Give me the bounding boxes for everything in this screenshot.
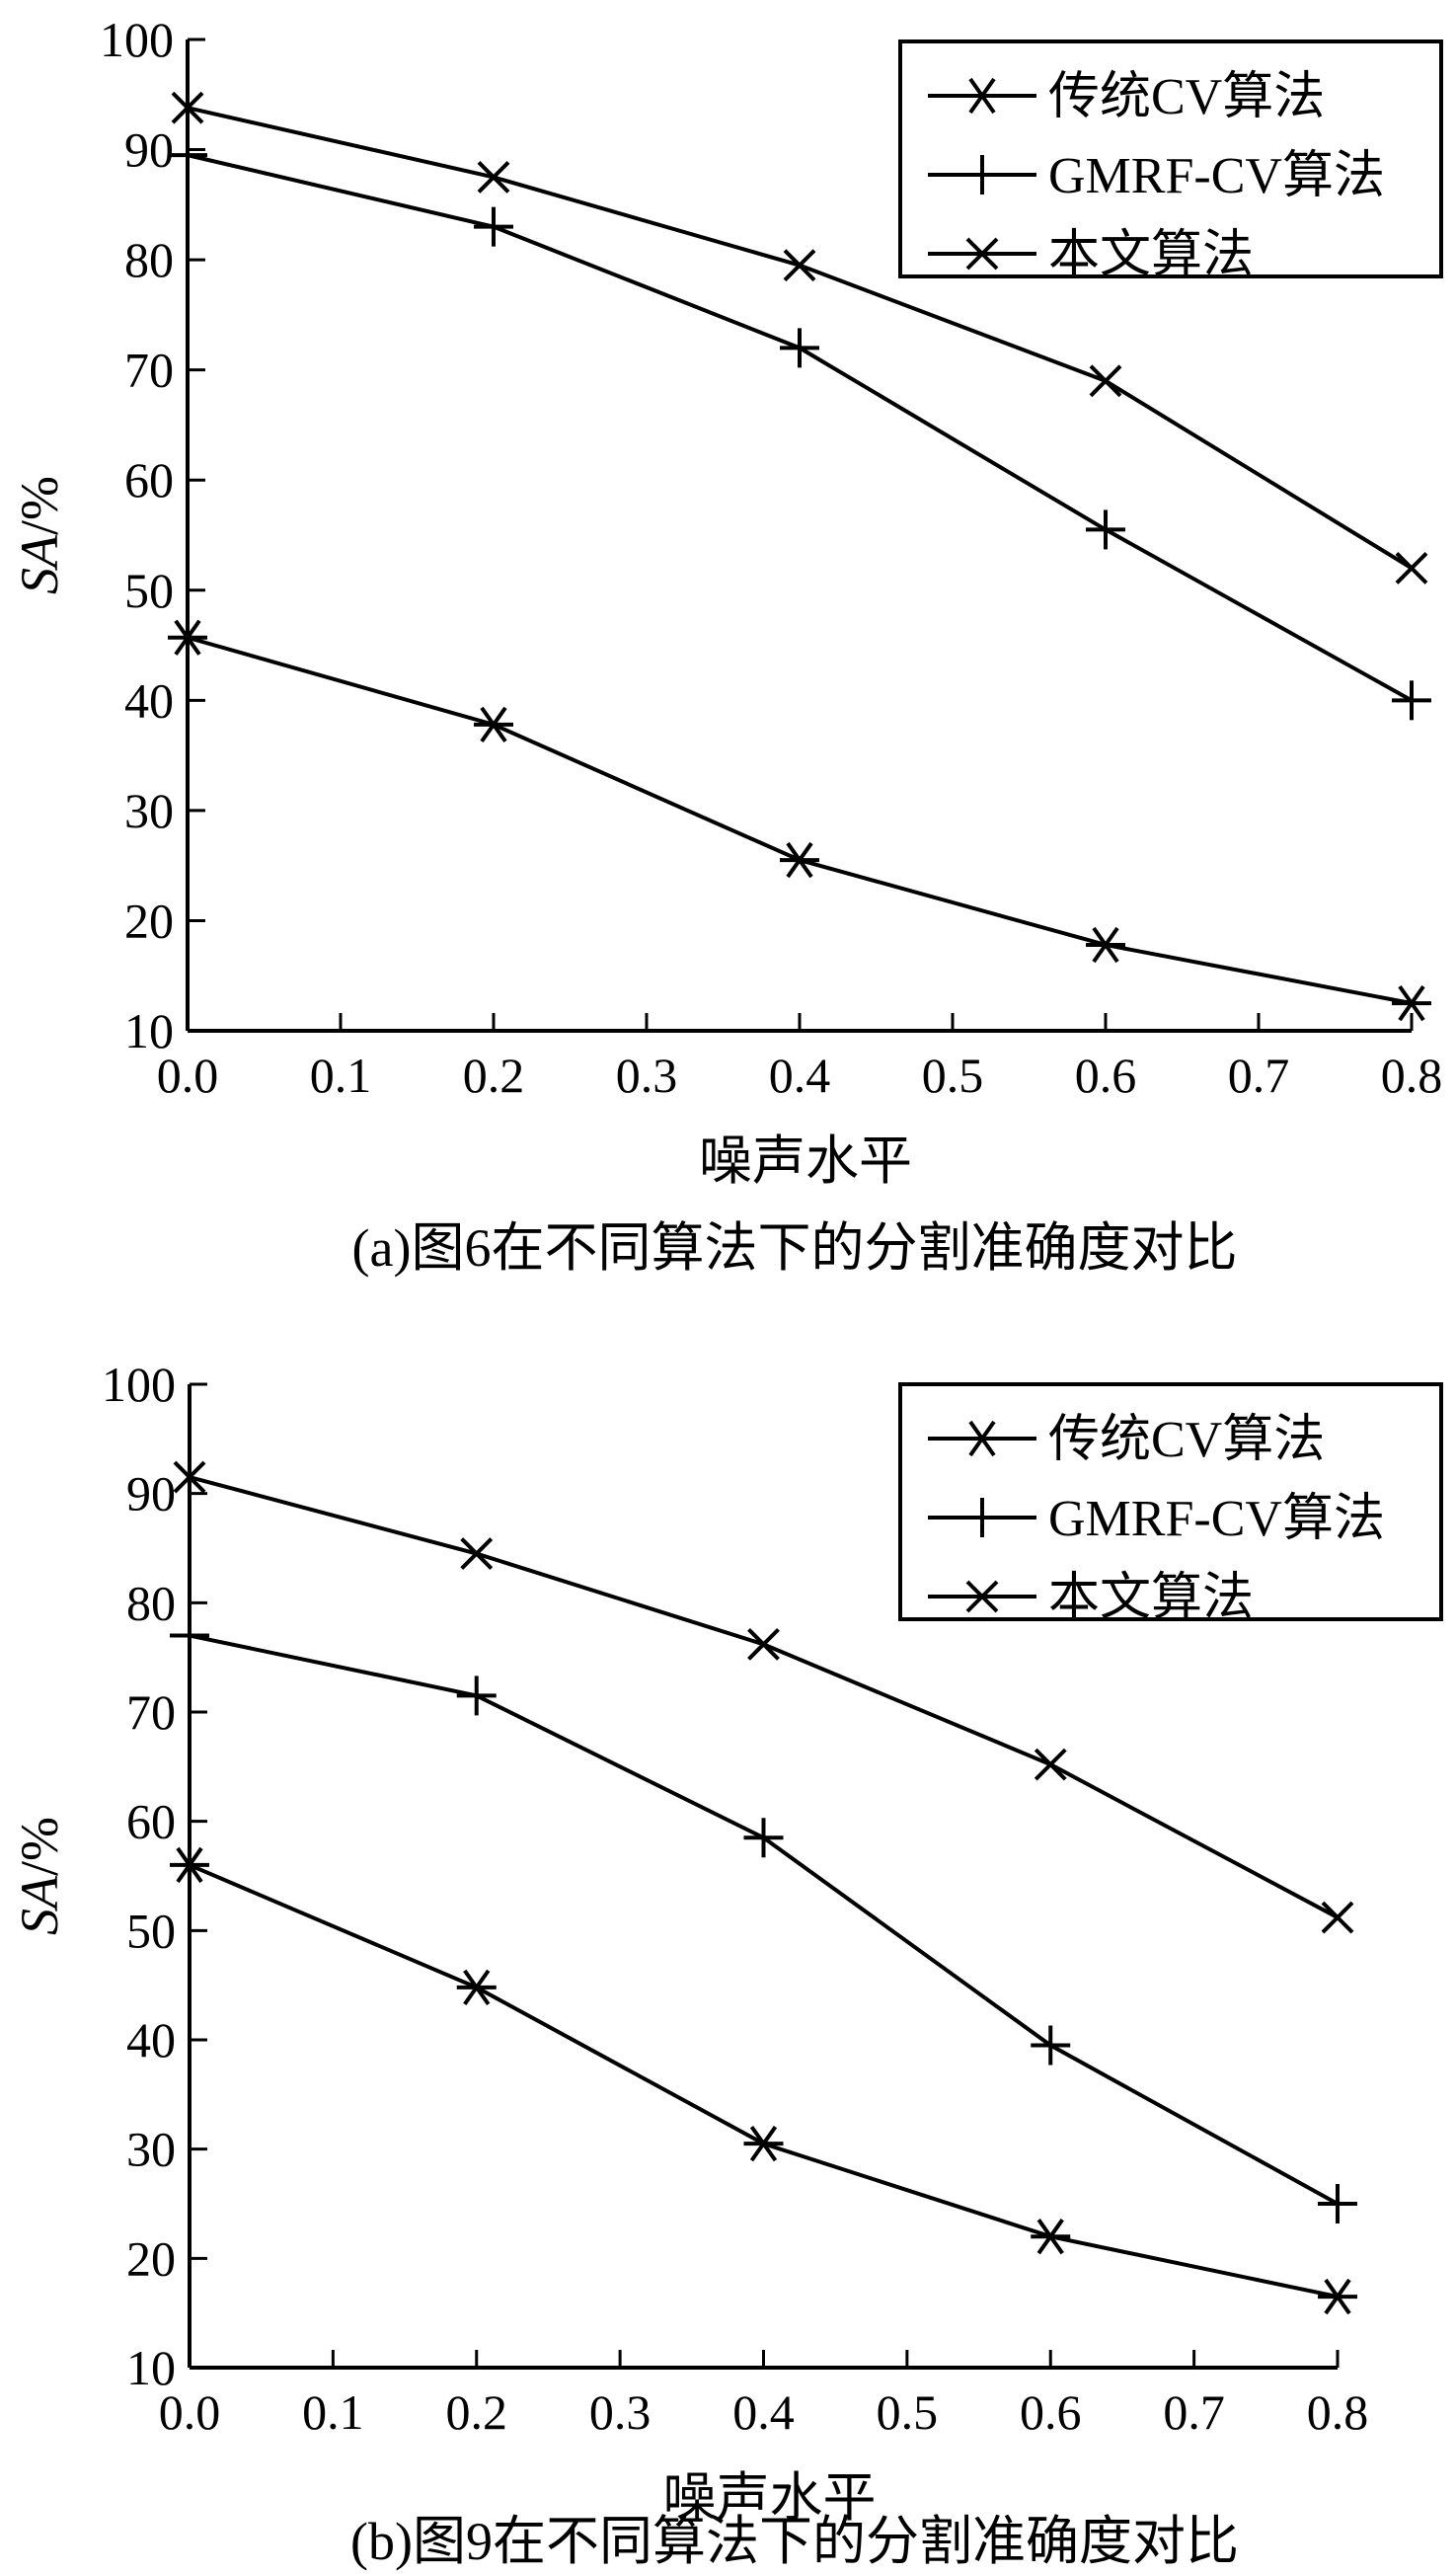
y-tick-label: 70 xyxy=(124,343,174,398)
line-chart-b: 10 20 30 40 50 60 70 80 90 100 0.0 0.1 0.2 0.3 0.4 0.5 0… xyxy=(10,1357,1443,2571)
x-tick-label: 0.5 xyxy=(922,1048,984,1103)
y-tick-label: 50 xyxy=(126,1903,176,1958)
x-tick-label: 0.0 xyxy=(159,2384,221,2440)
legend-label: GMRF-CV算法 xyxy=(1048,1491,1385,1547)
y-tick-label: 60 xyxy=(124,452,174,507)
line-chart-a: 10 20 30 40 50 60 70 80 90 100 0.0 0.1 0.2 0.3 0.4 0.5 0… xyxy=(10,12,1443,1278)
x-tick-label: 0.7 xyxy=(1163,2384,1225,2440)
data-point-plus xyxy=(1031,2025,1071,2066)
data-point-cross xyxy=(171,91,204,124)
legend-marker-asterisk xyxy=(962,1420,1002,1457)
y-tick-label: 80 xyxy=(124,232,174,287)
legend-marker-plus xyxy=(962,155,1002,195)
chart-panel-a: 10 20 30 40 50 60 70 80 90 100 0.0 0.1 0.2 0.3 0.4 0.5 0… xyxy=(10,12,1443,1278)
series-line-0 xyxy=(187,635,1413,1006)
legend-label: 本文算法 xyxy=(1048,227,1254,283)
x-tick-label: 0.6 xyxy=(1075,1048,1137,1103)
data-point-plus xyxy=(1392,680,1431,721)
y-tick-label: 30 xyxy=(126,2122,176,2177)
data-point-cross xyxy=(783,249,816,282)
legend-box xyxy=(898,39,1443,278)
data-point-asterisk xyxy=(780,841,819,879)
x-tick-label: 0.1 xyxy=(310,1048,372,1103)
legend-marker-plus xyxy=(962,1498,1002,1537)
data-point-asterisk xyxy=(456,1969,497,2006)
data-point-cross xyxy=(1395,552,1428,585)
data-point-cross xyxy=(747,1627,780,1661)
x-tick-label: 0.3 xyxy=(616,1048,678,1103)
y-axis-title-unit: /% xyxy=(10,476,69,535)
data-point-cross xyxy=(1089,364,1122,398)
legend-label: 传统CV算法 xyxy=(1048,1412,1325,1468)
data-point-asterisk xyxy=(1031,2219,1071,2255)
y-tick-label: 90 xyxy=(126,1466,176,1521)
data-point-plus xyxy=(780,328,819,368)
data-point-asterisk xyxy=(1318,2278,1357,2315)
x-tick-label: 0.4 xyxy=(769,1048,831,1103)
y-tick-label: 100 xyxy=(100,12,174,67)
x-tick-label: 0.8 xyxy=(1381,1048,1443,1103)
y-axis-title: SA/% xyxy=(10,476,69,594)
x-tick-label: 0.5 xyxy=(877,2384,939,2440)
y-tick-label: 20 xyxy=(124,893,174,948)
x-tick-label: 0.6 xyxy=(1020,2384,1082,2440)
data-point-plus xyxy=(1318,2184,1357,2223)
data-point-plus xyxy=(168,135,207,176)
y-tick-label: 10 xyxy=(126,2340,176,2395)
legend-box xyxy=(898,1382,1443,1621)
y-axis-title-italic: SA xyxy=(10,1875,69,1935)
data-point-asterisk xyxy=(1392,984,1431,1022)
data-point-plus xyxy=(743,1818,784,1858)
y-tick-label: 40 xyxy=(124,672,174,728)
legend-label: 传统CV算法 xyxy=(1048,69,1325,125)
y-tick-label: 20 xyxy=(126,2230,176,2286)
series-line-0 xyxy=(189,1863,1339,2300)
data-point-asterisk xyxy=(1086,926,1125,964)
y-tick-label: 90 xyxy=(124,122,174,178)
data-point-plus xyxy=(456,1676,497,1716)
x-tick-label: 0.2 xyxy=(463,1048,525,1103)
data-point-cross xyxy=(173,1460,206,1494)
data-point-cross xyxy=(477,161,510,194)
legend-label: 本文算法 xyxy=(1048,1570,1254,1626)
y-tick-label: 100 xyxy=(102,1357,176,1412)
figure-caption: (a)图6在不同算法下的分割准确度对比 xyxy=(352,1218,1238,1278)
y-tick-label: 30 xyxy=(124,783,174,838)
data-point-cross xyxy=(1321,1901,1354,1934)
y-tick-label: 70 xyxy=(126,1684,176,1740)
y-tick-label: 40 xyxy=(126,2012,176,2067)
y-axis-title-unit: /% xyxy=(10,1817,69,1876)
legend-marker-cross xyxy=(965,237,999,271)
x-tick-label: 0.7 xyxy=(1228,1048,1290,1103)
x-tick-label: 0.0 xyxy=(157,1048,219,1103)
data-point-cross xyxy=(1034,1748,1067,1781)
x-tick-label: 0.3 xyxy=(589,2384,651,2440)
x-tick-label: 0.4 xyxy=(732,2384,795,2440)
series-line-1 xyxy=(189,1633,1339,2206)
data-point-plus xyxy=(170,1615,209,1656)
y-tick-label: 80 xyxy=(126,1575,176,1630)
y-tick-label: 10 xyxy=(124,1003,174,1058)
x-tick-label: 0.2 xyxy=(446,2384,508,2440)
y-axis-title: SA/% xyxy=(10,1817,69,1935)
legend-marker-asterisk xyxy=(962,77,1002,115)
figure-caption: (b)图9在不同算法下的分割准确度对比 xyxy=(350,2512,1239,2571)
data-point-plus xyxy=(474,206,513,247)
data-point-asterisk xyxy=(474,706,513,743)
x-axis-title: 噪声水平 xyxy=(663,2468,877,2528)
y-tick-label: 50 xyxy=(124,563,174,618)
data-point-asterisk xyxy=(170,1846,209,1884)
x-tick-label: 0.8 xyxy=(1307,2384,1369,2440)
x-tick-label: 0.1 xyxy=(302,2384,364,2440)
data-point-asterisk xyxy=(168,619,207,656)
data-point-cross xyxy=(460,1537,494,1570)
y-axis-title-italic: SA xyxy=(10,534,69,594)
data-point-plus xyxy=(1086,509,1125,550)
chart-panel-b: 10 20 30 40 50 60 70 80 90 100 0.0 0.1 0.2 0.3 0.4 0.5 0… xyxy=(0,1343,1456,2574)
legend-marker-cross xyxy=(965,1580,999,1613)
legend-label: GMRF-CV算法 xyxy=(1048,148,1385,204)
data-point-asterisk xyxy=(743,2125,784,2162)
x-axis-title: 噪声水平 xyxy=(699,1131,912,1191)
y-tick-label: 60 xyxy=(126,1794,176,1849)
